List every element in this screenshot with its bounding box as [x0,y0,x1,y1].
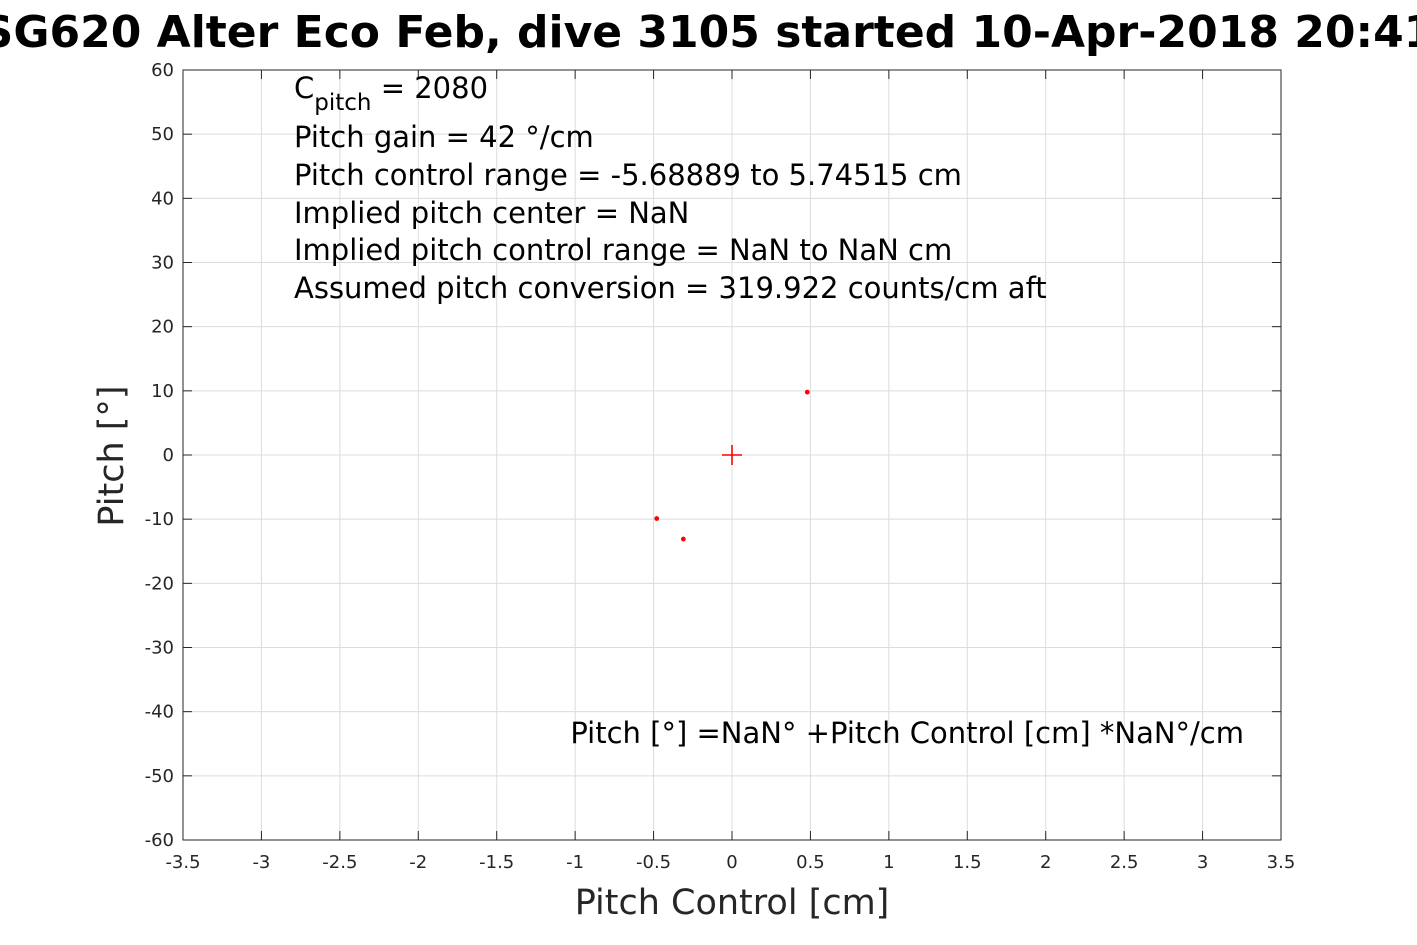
y-tick-label: -50 [145,766,174,787]
y-tick-label: 60 [151,60,174,81]
pitch-gain-line: Pitch gain = 42 °/cm [294,120,594,154]
pitch-control-range-line: Pitch control range = -5.68889 to 5.7451… [294,158,962,192]
data-points [654,389,810,542]
cpitch-subscript: pitch [314,90,371,116]
y-tick-label: -60 [145,830,174,851]
cpitch-line: Cpitch = 2080 [294,71,488,116]
assumed-pitch-conversion-line: Assumed pitch conversion = 319.922 count… [294,271,1047,305]
y-tick-label: 0 [163,445,174,466]
x-tick-label: 2 [1040,852,1051,873]
x-tick-label: 3.5 [1267,852,1296,873]
x-tick-labels: -3.5 -3 -2.5 -2 -1.5 -1 -0.5 0 0.5 1 1.5 2 2.5 3 3.5 [165,852,1295,873]
x-tick-label: 0 [726,852,737,873]
y-tick-label: -40 [145,702,174,723]
x-tick-label: 1.5 [953,852,982,873]
x-tick-label: 1 [883,852,894,873]
y-tick-labels: 60 50 40 30 20 10 0 -10 -20 -30 -40 -50 -60 [145,60,174,851]
x-tick-label: -1 [566,852,584,873]
data-point [804,389,810,395]
y-tick-label: -20 [145,573,174,594]
implied-pitch-center-line: Implied pitch center = NaN [294,196,689,230]
x-tick-label: -3 [252,852,270,873]
y-tick-label: -10 [145,509,174,530]
y-tick-label: 50 [151,124,174,145]
cpitch-value: = 2080 [371,71,488,105]
cpitch-symbol: C [294,71,314,105]
x-tick-label: -3.5 [165,852,200,873]
x-tick-label: -2 [409,852,427,873]
x-tick-label: -2.5 [322,852,357,873]
y-tick-label: 30 [151,253,174,274]
data-point [680,536,686,542]
y-axis-label: Pitch [°] [92,385,132,526]
fit-equation: Pitch [°] =NaN° +Pitch Control [cm] *NaN… [570,716,1244,750]
x-tick-label: -1.5 [479,852,514,873]
x-tick-label: 0.5 [796,852,825,873]
y-tick-label: 10 [151,381,174,402]
y-tick-label: 20 [151,317,174,338]
grid-lines [182,69,1282,841]
center-plus-marker [722,445,742,465]
fit-parameters-annotation: Cpitch = 2080 Pitch gain = 42 °/cm Pitch… [294,71,1047,305]
x-tick-label: 2.5 [1110,852,1139,873]
implied-pitch-control-range-line: Implied pitch control range = NaN to NaN… [294,233,952,267]
x-axis-label: Pitch Control [cm] [575,883,890,923]
chart-title: SG620 Alter Eco Feb, dive 3105 started 1… [0,7,1417,58]
x-tick-label: 3 [1197,852,1208,873]
x-tick-label: -0.5 [636,852,671,873]
y-tick-label: -30 [145,638,174,659]
axis-ticks [182,69,1282,841]
data-point [654,516,660,521]
y-tick-label: 40 [151,188,174,209]
